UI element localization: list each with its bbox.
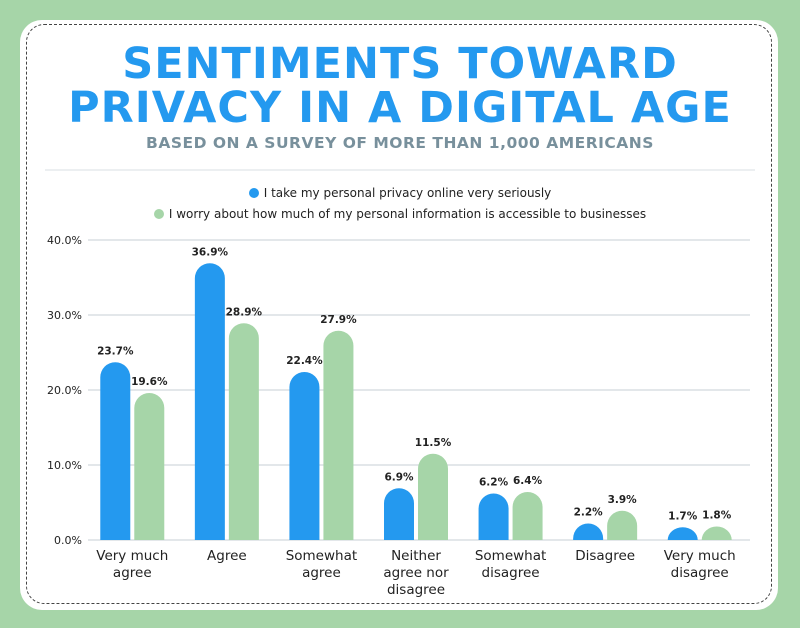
- subtitle: BASED ON A SURVEY OF MORE THAN 1,000 AME…: [146, 134, 654, 152]
- x-category-label: Somewhat: [286, 548, 357, 564]
- legend-item-1: I take my personal privacy online very s…: [0, 186, 800, 201]
- bar-green: [512, 492, 543, 540]
- bar-blue: [573, 523, 604, 540]
- bar-green: [323, 330, 354, 540]
- legend-label: I take my personal privacy online very s…: [263, 186, 552, 200]
- legend-swatch-blue: [248, 188, 259, 198]
- bar-green: [607, 510, 638, 540]
- x-category-label: Very much: [664, 548, 736, 564]
- bar-green: [701, 526, 732, 540]
- data-label: 2.2%: [574, 507, 604, 519]
- title-line-2: PRIVACY IN A DIGITAL AGE: [68, 83, 732, 133]
- y-tick-label: 20.0%: [47, 384, 82, 397]
- x-category-label: Somewhat: [475, 548, 546, 564]
- x-category-label: agree: [113, 565, 152, 581]
- data-label: 6.9%: [384, 471, 414, 483]
- bar-green: [418, 453, 448, 540]
- data-label: 23.7%: [97, 345, 134, 357]
- data-label: 1.8%: [702, 510, 732, 522]
- legend-item-2: I worry about how much of my personal in…: [0, 207, 800, 222]
- title-line-1: SENTIMENTS TOWARD: [122, 39, 678, 89]
- data-label: 6.4%: [513, 475, 543, 487]
- divider: [45, 169, 755, 171]
- y-tick-label: 30.0%: [47, 309, 82, 322]
- x-category-label: disagree: [482, 565, 540, 581]
- x-category-label: agree nor: [383, 565, 449, 581]
- y-tick-label: 10.0%: [47, 459, 82, 472]
- data-label: 19.6%: [131, 376, 168, 388]
- legend-label: I worry about how much of my personal in…: [168, 207, 647, 221]
- y-tick-label: 40.0%: [47, 234, 82, 247]
- y-tick-label: 0.0%: [54, 534, 82, 547]
- data-label: 27.9%: [320, 314, 357, 326]
- legend-swatch-green: [153, 209, 164, 219]
- data-label: 3.9%: [608, 494, 638, 506]
- x-category-label: Neither: [391, 548, 441, 564]
- x-category-label: disagree: [671, 565, 729, 581]
- bar-blue: [289, 372, 320, 540]
- bar-blue: [667, 527, 698, 540]
- data-label: 36.9%: [192, 246, 229, 258]
- x-category-label: Agree: [207, 548, 247, 564]
- data-label: 1.7%: [668, 510, 698, 522]
- x-category-label: agree: [302, 565, 341, 581]
- x-category-label: Very much: [96, 548, 168, 564]
- x-category-label: Disagree: [575, 548, 635, 564]
- data-label: 28.9%: [226, 306, 263, 318]
- bar-blue: [384, 488, 414, 540]
- bar-green: [134, 393, 165, 540]
- dashed-border: [26, 24, 772, 604]
- data-label: 6.2%: [479, 477, 509, 489]
- data-label: 11.5%: [415, 437, 452, 449]
- bar-green: [228, 323, 259, 540]
- bar-blue: [100, 362, 131, 540]
- bar-blue: [478, 493, 509, 540]
- data-label: 22.4%: [286, 355, 323, 367]
- bar-blue: [194, 263, 225, 540]
- x-category-label: disagree: [387, 582, 445, 598]
